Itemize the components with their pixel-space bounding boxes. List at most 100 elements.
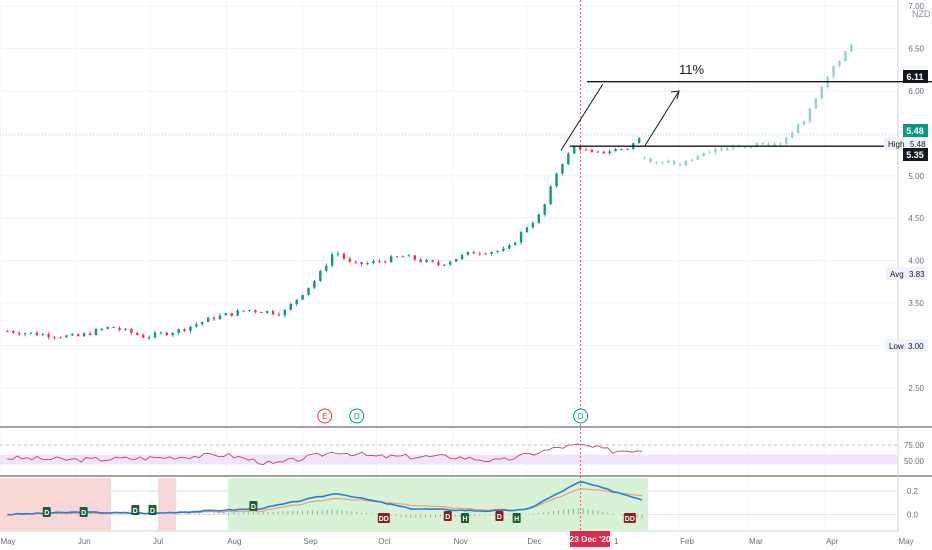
oscillator-bg-red [0,478,111,531]
candle-body [508,245,511,249]
candle-body [71,334,74,336]
candle-body [637,138,641,144]
x-tick-label: Dec [527,537,541,546]
candle-body [626,148,629,150]
signal-badge [131,505,140,515]
candle-body [431,260,434,262]
projection-candle-body [785,137,788,145]
candle-body [584,149,588,151]
candle-body [336,253,340,255]
candle-body [437,261,440,266]
candle-body [206,317,210,322]
x-tick-label: Aug [227,537,241,546]
candle-body [12,331,15,333]
signal-badge [42,507,51,517]
candle-body [561,164,564,174]
event-marker-letter: D [354,412,360,421]
candle-body [484,253,487,255]
candle-body [443,264,446,266]
candle-body [112,326,115,328]
candle-body [283,309,287,316]
x-tick-label: May [0,537,15,546]
candle-body [449,261,452,265]
projection-candle-body [667,160,670,163]
oscillator-bg-green [228,478,648,531]
candle-body [325,265,328,271]
x-tick-label-tail: 1 [614,537,619,546]
svg-text:6.11: 6.11 [906,72,923,82]
candle-body [567,153,570,165]
candle-body [360,261,363,265]
x-tick-label: Feb [680,537,694,546]
projection-candle-body [649,158,652,162]
svg-text:5.48: 5.48 [910,140,926,149]
event-marker-letter: E [322,412,327,421]
signal-badge [249,501,258,511]
candle-body [212,317,216,320]
y-tick-label: 3.50 [908,299,924,308]
candle-body [602,151,605,154]
x-tick-label: Jul [153,537,163,546]
candle-body [496,250,499,253]
candle-body [620,148,623,150]
candle-body [513,242,517,246]
candle-body [478,253,481,255]
candle-body [230,313,233,316]
candle-body [549,186,552,205]
svg-text:Avg: Avg [890,270,904,279]
candle-body [183,329,186,331]
candle-body [218,315,222,320]
signal-badge [148,505,157,515]
candle-body [543,204,546,215]
projection-candle-body [731,146,735,149]
projection-candle-body [743,146,747,148]
annotation-line [560,83,604,151]
indicator-panes [0,0,932,532]
projection-candle-body [714,148,717,153]
y-tick-label: 4.00 [908,257,924,266]
candle-body [29,332,33,334]
signal-badge [460,513,469,523]
currency-label: NZD [912,9,931,19]
svg-text:High: High [888,140,904,149]
candle-body [100,328,104,330]
grid-lines [0,0,899,531]
candle-body [124,328,127,330]
signal-badge [79,507,88,517]
svg-text:3.83: 3.83 [909,270,925,279]
x-tick-label: Sep [303,537,318,546]
candle-body [608,151,611,154]
signal-badge-letter: H [462,516,467,523]
signal-badge-letter: D [133,508,138,515]
candle-body [578,146,582,150]
y-tick-label: 6.00 [908,87,924,96]
y-tick-label: 6.50 [908,45,924,54]
signal-badge-letter: D [81,510,86,517]
arrow-line [644,90,680,147]
candle-body [466,251,470,255]
candle-body [254,309,257,312]
projection-candle-body [773,143,776,146]
candle-body [573,146,576,154]
price-label-target: 6.11 [903,70,928,83]
candle-body [130,328,133,333]
candle-body [525,227,529,233]
candle-body [59,337,62,339]
candle-body [106,326,109,329]
candle-body [407,255,411,257]
projection-candle-body [761,143,764,145]
x-tick-label: May [898,537,913,546]
signal-badge [623,513,636,523]
candle-body [17,332,21,335]
svg-text:5.48: 5.48 [906,126,924,136]
candle-body [118,327,121,330]
candle-body [425,260,428,262]
projection-candle-body [767,143,770,146]
projection-candle-body [696,156,699,160]
candle-body [313,280,316,288]
osc-tick-label: 0.2 [907,487,919,496]
price-label-current: 5.48 [903,124,928,137]
price-label-last: 5.35 [903,148,928,161]
